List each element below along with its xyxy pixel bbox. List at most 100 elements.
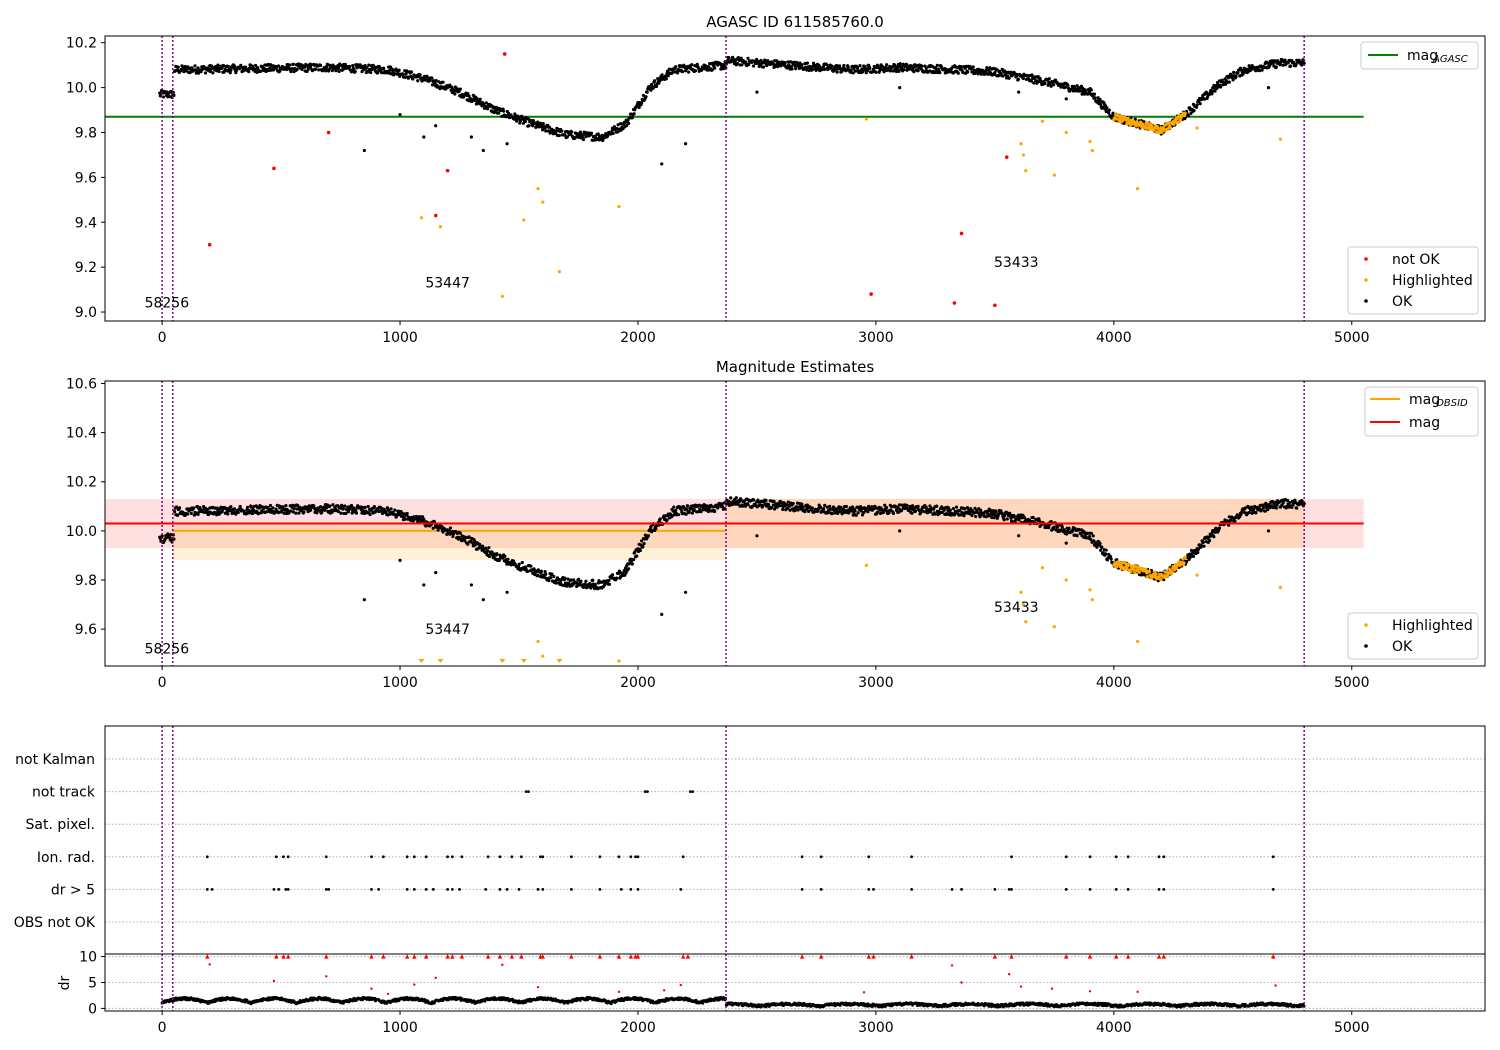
ok-point <box>1186 113 1191 118</box>
ok-point <box>752 64 756 68</box>
ok-point <box>1162 578 1166 582</box>
flag-point <box>286 855 290 859</box>
ok-point <box>756 59 761 64</box>
ok-point <box>554 581 558 585</box>
ok-point <box>436 528 440 532</box>
highlighted-point <box>1019 142 1023 146</box>
ok-point <box>1185 559 1189 564</box>
ok-point <box>933 512 938 516</box>
highlighted-point <box>1166 121 1171 125</box>
ok-point <box>1261 506 1265 510</box>
ok-point <box>247 69 251 74</box>
ok-point <box>1288 64 1293 68</box>
ok-point <box>169 533 173 537</box>
offscale-marker <box>418 659 425 663</box>
ok-point <box>334 69 338 73</box>
ok-point <box>821 65 826 69</box>
ok-point <box>1105 106 1109 110</box>
ok-point <box>208 69 213 74</box>
highlighted-point <box>1183 111 1187 115</box>
ok-point <box>1234 74 1238 79</box>
ok-point <box>644 95 648 99</box>
not-ok-point <box>502 52 507 56</box>
ok-point <box>851 513 855 517</box>
flag-point <box>327 888 331 891</box>
ok-point <box>409 70 414 74</box>
ok-point <box>289 509 293 513</box>
flag-point <box>569 855 573 859</box>
ok-point <box>581 137 586 142</box>
flag-point <box>377 888 381 891</box>
ok-point <box>1219 85 1223 89</box>
ok-point <box>1201 540 1205 544</box>
ok-point <box>863 64 867 69</box>
flag-point <box>277 888 281 891</box>
x-tick-label: 0 <box>158 330 167 346</box>
flag-point <box>510 855 514 859</box>
flag-point <box>272 888 276 891</box>
highlighted-point <box>1064 578 1068 582</box>
ok-point <box>653 79 657 83</box>
highlighted-point <box>1158 131 1162 135</box>
ok-point <box>970 513 974 518</box>
ok-point <box>405 511 409 516</box>
highlighted-point <box>1178 118 1183 122</box>
ok-point <box>677 69 681 73</box>
ok-point <box>654 526 658 531</box>
highlighted-point <box>1115 565 1119 569</box>
ok-point <box>1288 500 1292 505</box>
ok-point <box>575 584 579 589</box>
highlighted-point <box>500 294 504 298</box>
ok-point <box>727 56 731 60</box>
ok-point <box>238 504 242 509</box>
ok-point <box>562 583 566 587</box>
ok-point <box>615 576 619 580</box>
flag-point <box>412 888 416 891</box>
highlighted-point <box>1132 567 1136 572</box>
obsid-label: 53433 <box>994 255 1039 271</box>
highlighted-point <box>1168 125 1172 130</box>
ok-point <box>904 62 908 66</box>
not-ok-point <box>445 168 450 173</box>
x-tick-label: 3000 <box>858 675 894 691</box>
not-ok-point <box>952 301 957 305</box>
ok-point <box>289 69 293 74</box>
ok-point <box>616 123 620 127</box>
flag-point <box>446 888 450 891</box>
flag-point <box>1064 888 1068 891</box>
ok-point <box>908 504 912 509</box>
ok-point <box>772 499 776 503</box>
ok-point <box>1258 69 1262 73</box>
ok-point <box>792 60 797 64</box>
flag-point <box>446 855 450 859</box>
ok-point <box>642 541 646 546</box>
ok-point <box>526 117 531 121</box>
ok-point <box>268 503 273 508</box>
ok-point <box>687 510 691 514</box>
ok-point <box>475 97 479 101</box>
highlighted-point <box>1177 113 1181 117</box>
ok-point <box>291 510 295 514</box>
ok-point <box>536 573 540 578</box>
legend-mag-agasc: mag <box>1407 48 1438 64</box>
ok-point <box>389 507 393 511</box>
not-ok-point <box>433 213 438 218</box>
panel1-frame <box>104 35 1486 322</box>
ok-point <box>529 564 533 568</box>
flag-point <box>1010 888 1013 891</box>
ok-point <box>607 582 612 586</box>
ok-point <box>354 511 359 515</box>
ok-point <box>526 569 530 573</box>
flag-point <box>688 790 692 793</box>
ok-point <box>829 64 834 68</box>
flag-point <box>910 888 913 891</box>
ok-point <box>193 64 197 68</box>
ok-point <box>713 66 717 70</box>
x-tick-label: 5000 <box>1334 675 1370 691</box>
ok-point <box>882 70 886 74</box>
ok-point <box>853 509 857 513</box>
ok-point <box>973 506 977 510</box>
ok-point <box>464 536 468 540</box>
ok-point <box>478 97 482 101</box>
ok-point <box>1026 74 1030 78</box>
